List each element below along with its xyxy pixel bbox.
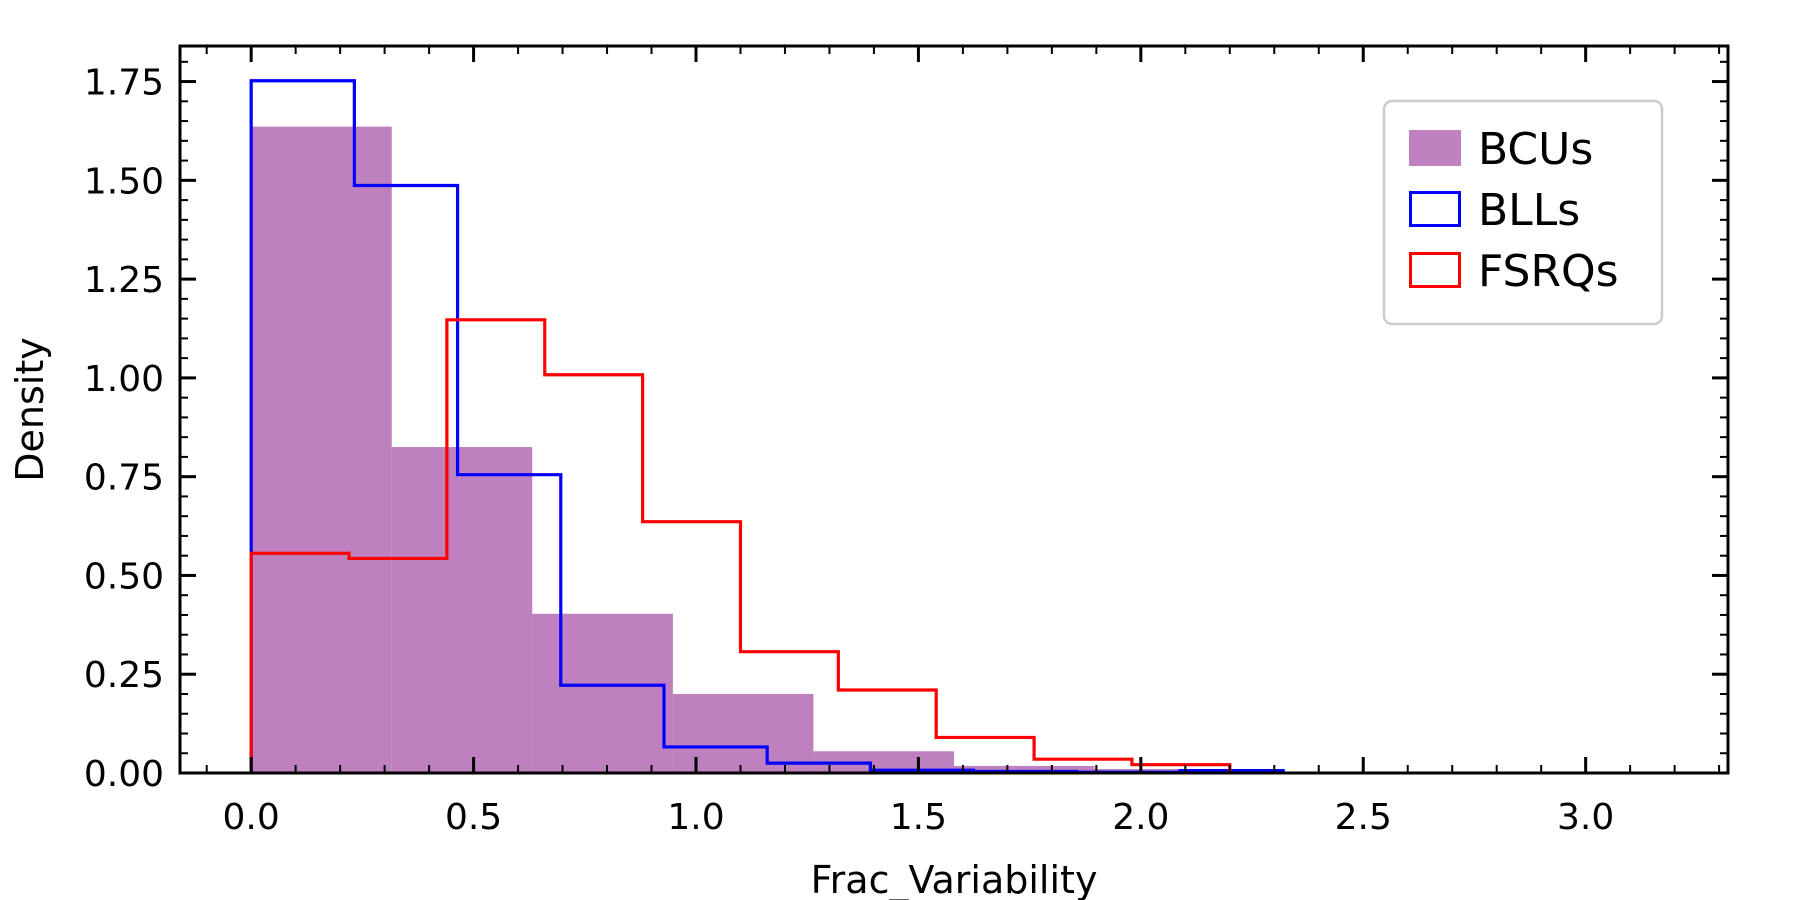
legend: BCUs BLLs FSRQs <box>1382 99 1664 326</box>
bcus-bar <box>251 126 392 773</box>
x-tick-label: 2.0 <box>1112 797 1169 838</box>
bcus-bar <box>954 765 1095 773</box>
x-axis-label: Frac_Variability <box>811 858 1098 900</box>
fsrqs-legend-swatch <box>1409 252 1461 288</box>
plot-frame <box>178 44 1730 775</box>
y-tick-label: 1.25 <box>84 260 164 301</box>
bcus-bar <box>391 447 533 773</box>
bcus-bar <box>532 613 673 773</box>
x-tick-label: 1.0 <box>667 797 724 838</box>
y-tick-label: 1.00 <box>84 359 164 400</box>
bcus-bar <box>672 693 814 773</box>
y-tick-label: 0.75 <box>84 458 164 499</box>
fsrqs-step-line <box>249 318 1232 773</box>
axis-ticks <box>180 46 1728 775</box>
fsrqs-legend-label: FSRQs <box>1478 246 1619 297</box>
x-tick-label: 0.5 <box>445 797 502 838</box>
y-tick-label: 0.50 <box>84 556 164 597</box>
y-tick-label: 1.50 <box>84 161 164 202</box>
x-tick-label: 1.5 <box>890 797 947 838</box>
y-tick-label: 0.00 <box>84 754 164 795</box>
y-tick-label: 0.25 <box>84 655 164 696</box>
bcus-legend-swatch <box>1409 130 1461 166</box>
y-axis-label: Density <box>8 337 52 481</box>
blls-legend-label: BLLs <box>1478 185 1580 236</box>
bcus-bars <box>251 126 1236 773</box>
x-tick-label: 3.0 <box>1557 797 1614 838</box>
bcus-legend-label: BCUs <box>1478 124 1593 175</box>
blls-legend-swatch <box>1409 191 1461 227</box>
tick-labels: 0.0 0.5 1.0 1.5 2.0 2.5 3.0 0.00 0.25 0.50 0.75 1.0… <box>84 63 1614 838</box>
y-tick-label: 1.75 <box>84 63 164 104</box>
x-tick-label: 2.5 <box>1335 797 1392 838</box>
x-tick-label: 0.0 <box>223 797 280 838</box>
